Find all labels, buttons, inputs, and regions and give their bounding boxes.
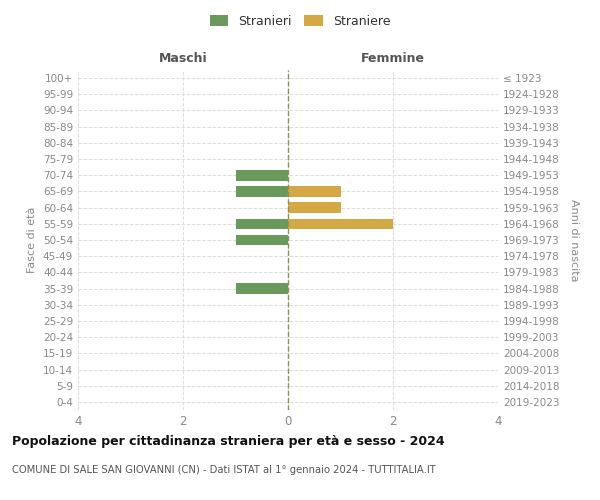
Bar <box>288 186 341 196</box>
Y-axis label: Anni di nascita: Anni di nascita <box>569 198 579 281</box>
Text: Maschi: Maschi <box>158 52 208 65</box>
Bar <box>288 218 393 229</box>
Bar <box>235 218 288 229</box>
Text: Femmine: Femmine <box>361 52 425 65</box>
Legend: Stranieri, Straniere: Stranieri, Straniere <box>206 11 394 32</box>
Y-axis label: Fasce di età: Fasce di età <box>28 207 37 273</box>
Bar <box>288 202 341 213</box>
Bar <box>235 234 288 246</box>
Text: Popolazione per cittadinanza straniera per età e sesso - 2024: Popolazione per cittadinanza straniera p… <box>12 435 445 448</box>
Text: COMUNE DI SALE SAN GIOVANNI (CN) - Dati ISTAT al 1° gennaio 2024 - TUTTITALIA.IT: COMUNE DI SALE SAN GIOVANNI (CN) - Dati … <box>12 465 436 475</box>
Bar <box>235 284 288 294</box>
Bar <box>235 186 288 196</box>
Bar <box>235 170 288 180</box>
